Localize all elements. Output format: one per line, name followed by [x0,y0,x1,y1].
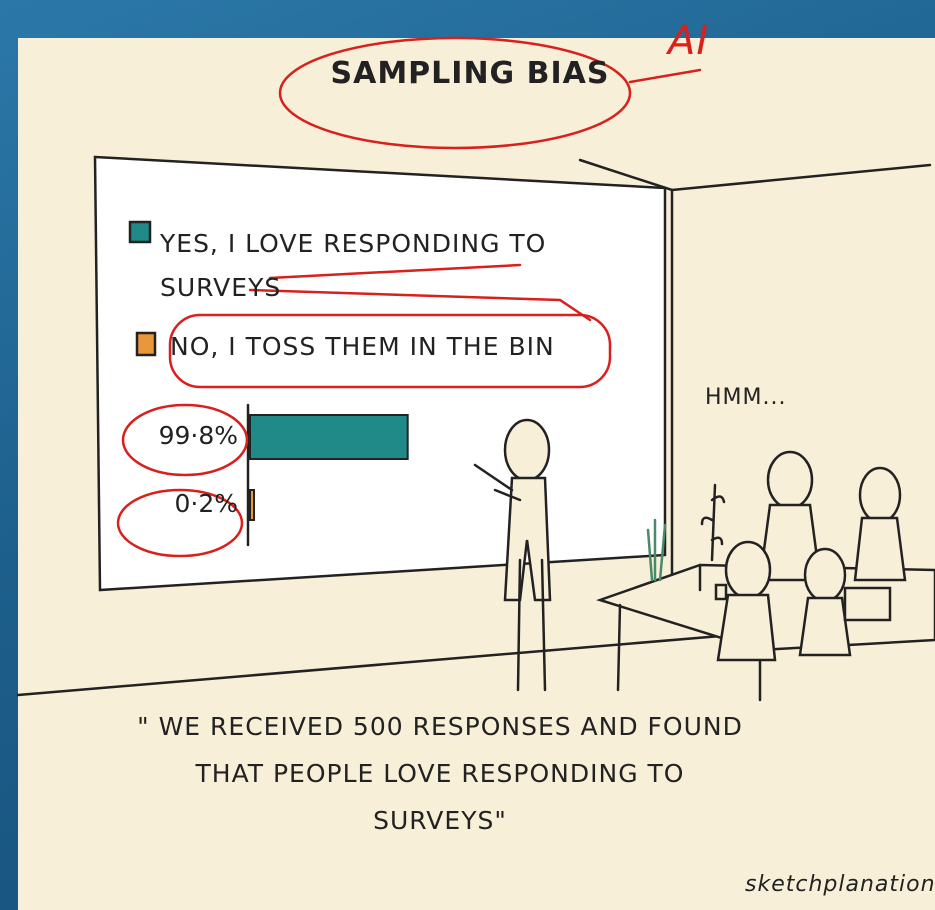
bar [250,490,254,520]
page: {"title": "SAMPLING BIAS", "annotation":… [0,0,935,910]
value-label: 99·8% [138,421,238,450]
annotation: AI [668,18,709,64]
legend-swatch [130,222,150,242]
value-label: 0·2% [138,489,238,518]
speech: HMM... [705,385,787,410]
caption: " WE RECEIVED 500 RESPONSES AND FOUND TH… [130,703,750,844]
legend-entry: YES, I LOVE RESPONDING TO SURVEYS [160,222,580,310]
title: SAMPLING BIAS [300,56,640,91]
bar [250,415,408,459]
legend-entry: NO, I TOSS THEM IN THE BIN [170,332,600,361]
credit: sketchplanations [745,872,935,897]
legend-swatch [137,333,155,355]
